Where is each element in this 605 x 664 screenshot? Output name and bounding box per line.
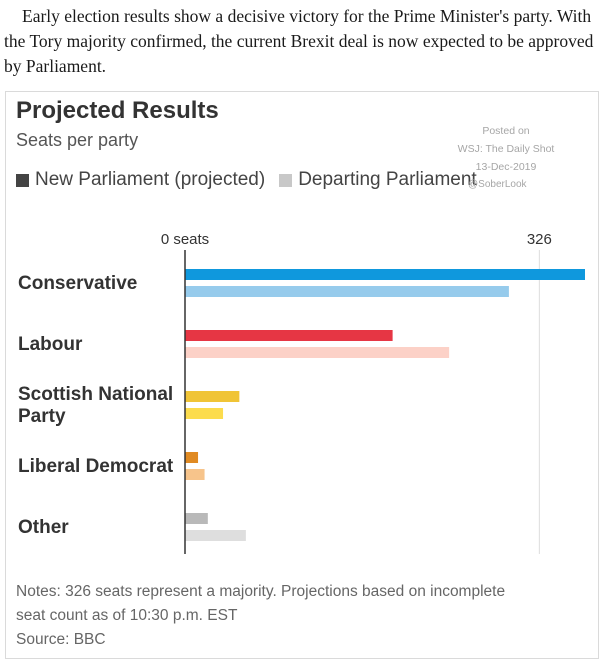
- bar-new-4: [185, 513, 208, 524]
- chart-card: Projected Results Seats per party Posted…: [5, 91, 599, 659]
- legend-swatch-departing: [279, 173, 293, 187]
- bar-new-2: [185, 391, 240, 402]
- legend-item-new: New Parliament (projected): [16, 169, 265, 191]
- category-label-3-0: Liberal Democrat: [18, 456, 174, 477]
- bar-new-3: [185, 452, 199, 463]
- bar-new-1: [185, 330, 393, 341]
- category-label-0-0: Conservative: [18, 273, 137, 294]
- legend-item-departing: Departing Parliament: [279, 169, 477, 191]
- legend-label-new: New Parliament (projected): [35, 169, 266, 190]
- bar-departing-1: [185, 347, 450, 358]
- chart-title: Projected Results: [16, 97, 219, 124]
- watermark: Posted on WSJ: The Daily Shot 13-Dec-201…: [446, 122, 566, 176]
- x-axis-majority-label: 326: [527, 231, 552, 248]
- bar-departing-3: [185, 469, 205, 480]
- bar-chart: 0 seats 326 Conservative Labour Scottish Nat…: [18, 231, 585, 554]
- bar-departing-2: [185, 408, 224, 419]
- notes-line-1: Notes: 326 seats represent a majority. P…: [16, 583, 506, 600]
- chart-subtitle: Seats per party: [16, 130, 139, 150]
- category-label-1-0: Labour: [18, 334, 83, 355]
- bar-new-0: [185, 269, 585, 280]
- category-label-2-1: Party: [18, 406, 66, 427]
- legend-swatch-new: [16, 173, 29, 187]
- watermark-handle: @SoberLook: [468, 179, 527, 190]
- source-line: Source: BBC: [16, 631, 106, 648]
- category-label-4-0: Other: [18, 517, 69, 538]
- notes-line-2: seat count as of 10:30 p.m. EST: [16, 607, 238, 624]
- watermark-line-2: WSJ: The Daily Shot: [457, 143, 555, 155]
- bar-departing-0: [185, 286, 509, 297]
- category-label-2-0: Scottish National: [18, 384, 173, 405]
- x-axis-start-label: 0 seats: [161, 231, 209, 248]
- watermark-line-1: Posted on: [482, 125, 530, 137]
- intro-paragraph: Early election results show a decisive v…: [4, 6, 594, 76]
- legend-label-departing: Departing Parliament: [298, 169, 477, 190]
- chart-notes: Notes: 326 seats represent a majority. P…: [16, 580, 586, 652]
- bar-departing-4: [185, 530, 246, 541]
- chart-legend: New Parliament (projected) Departing Par…: [16, 169, 491, 191]
- watermark-line-3: 13-Dec-2019: [475, 161, 537, 173]
